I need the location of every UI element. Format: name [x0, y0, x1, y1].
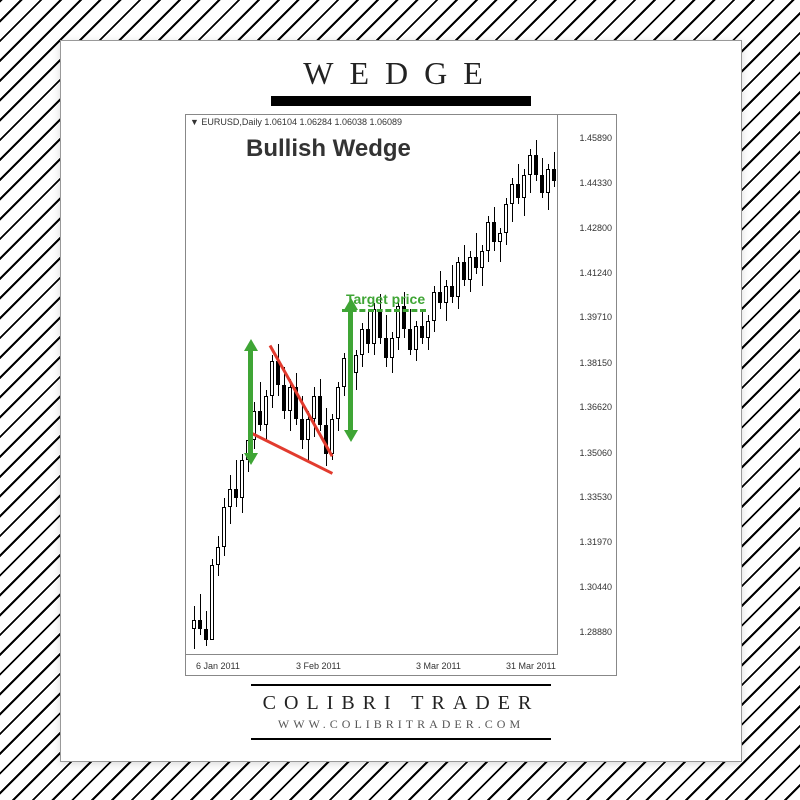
candle-body	[318, 396, 322, 425]
y-axis-label: 1.28880	[579, 627, 612, 637]
candle-body	[456, 262, 460, 297]
x-axis: 6 Jan 2011 3 Feb 2011 3 Mar 2011 31 Mar 201…	[186, 654, 558, 675]
candle-body	[384, 338, 388, 358]
candle-body	[528, 155, 532, 175]
y-axis-label: 1.38150	[579, 358, 612, 368]
candle-body	[228, 489, 232, 506]
candle-body	[270, 361, 274, 396]
chart-frame: ▼ EURUSD,Daily 1.06104 1.06284 1.06038 1…	[185, 114, 617, 676]
candle-wick	[236, 460, 237, 507]
brand-name: COLIBRI TRADER	[61, 692, 741, 715]
candle-body	[552, 169, 556, 181]
candle-body	[288, 387, 292, 410]
target-price-line	[342, 309, 426, 312]
candle-body	[408, 329, 412, 349]
candle-body	[546, 169, 550, 192]
candle-body	[420, 326, 424, 338]
footer: COLIBRI TRADER WWW.COLIBRITRADER.COM	[61, 684, 741, 740]
x-axis-label: 6 Jan 2011	[196, 661, 240, 671]
y-axis-label: 1.44330	[579, 178, 612, 188]
candle-wick	[452, 265, 453, 303]
candle-body	[444, 286, 448, 303]
footer-bar-bottom	[251, 738, 551, 740]
candle-body	[210, 565, 214, 641]
candle-body	[222, 507, 226, 548]
y-axis-label: 1.36620	[579, 402, 612, 412]
candle-body	[390, 338, 394, 358]
candle-body	[366, 329, 370, 344]
candle-body	[234, 489, 238, 498]
footer-bar-top	[251, 684, 551, 686]
candle-body	[192, 620, 196, 629]
candle-body	[534, 155, 538, 175]
x-axis-label: 3 Mar 2011	[416, 661, 461, 671]
candle-body	[312, 396, 316, 419]
candle-body	[516, 184, 520, 199]
candle-body	[282, 385, 286, 411]
y-axis: 1.45890 1.44330 1.42800 1.41240 1.39710 1.381…	[557, 115, 616, 655]
x-axis-label: 3 Feb 2011	[296, 661, 341, 671]
page-title: WEDGE	[61, 55, 741, 92]
y-axis-label: 1.45890	[579, 133, 612, 143]
candle-body	[432, 292, 436, 321]
candle-body	[372, 309, 376, 344]
title-underline	[271, 96, 531, 106]
candle-body	[468, 257, 472, 280]
plot-area	[186, 115, 558, 655]
candle-body	[522, 175, 526, 198]
candle-body	[474, 257, 478, 269]
candle-body	[204, 629, 208, 641]
candle-body	[450, 286, 454, 298]
candle-body	[486, 222, 490, 251]
candle-body	[462, 262, 466, 279]
content-panel: WEDGE ▼ EURUSD,Daily 1.06104 1.06284 1.0…	[60, 40, 742, 762]
candle-body	[342, 358, 346, 387]
candle-body	[336, 387, 340, 419]
y-axis-label: 1.31970	[579, 537, 612, 547]
y-axis-label: 1.39710	[579, 312, 612, 322]
candle-body	[504, 204, 508, 233]
candle-body	[498, 233, 502, 242]
candle-body	[240, 460, 244, 498]
candle-body	[378, 309, 382, 338]
candle-body	[300, 419, 304, 439]
candle-body	[492, 222, 496, 242]
brand-url: WWW.COLIBRITRADER.COM	[61, 717, 741, 732]
candle-body	[426, 321, 430, 338]
target-price-label: Target price	[346, 291, 425, 307]
candle-body	[198, 620, 202, 629]
candle-body	[354, 355, 358, 372]
x-axis-label: 31 Mar 2011	[506, 661, 556, 671]
candle-body	[330, 419, 334, 454]
candle-body	[258, 411, 262, 426]
candle-body	[264, 396, 268, 425]
candle-body	[306, 419, 310, 439]
candle-body	[480, 251, 484, 268]
candle-body	[414, 326, 418, 349]
candle-body	[360, 329, 364, 355]
y-axis-label: 1.41240	[579, 268, 612, 278]
candle-body	[540, 175, 544, 192]
y-axis-label: 1.33530	[579, 492, 612, 502]
candle-body	[438, 292, 442, 304]
candle-wick	[440, 271, 441, 309]
candle-body	[216, 547, 220, 564]
candle-body	[510, 184, 514, 204]
y-axis-label: 1.30440	[579, 582, 612, 592]
y-axis-label: 1.42800	[579, 223, 612, 233]
y-axis-label: 1.35060	[579, 448, 612, 458]
